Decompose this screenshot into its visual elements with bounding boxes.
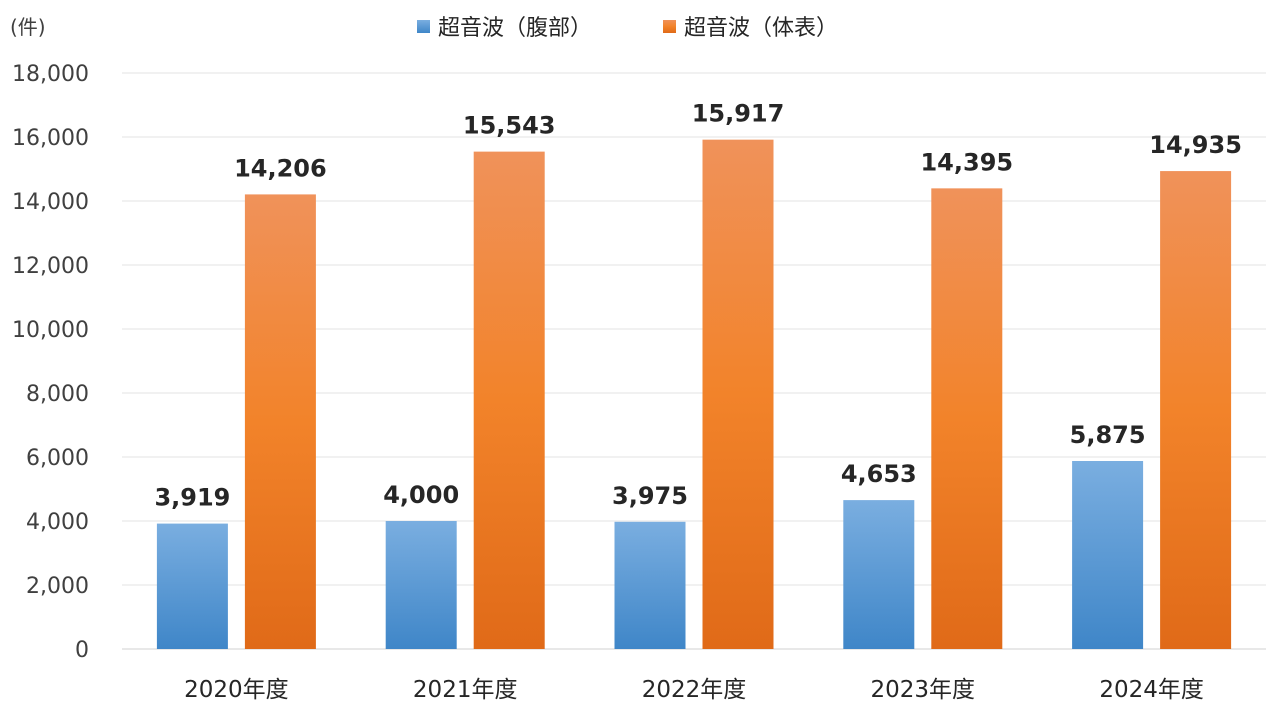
data-label: 15,543 xyxy=(463,112,556,140)
y-tick-label: 18,000 xyxy=(12,62,89,87)
data-label: 3,919 xyxy=(154,484,230,512)
bar-series-1 xyxy=(385,521,457,649)
legend-swatch-series-2 xyxy=(663,20,676,33)
x-category-label: 2021年度 xyxy=(413,677,518,703)
x-category-label: 2020年度 xyxy=(184,677,289,703)
bar-series-2 xyxy=(1160,171,1232,649)
data-label: 3,975 xyxy=(612,482,688,510)
legend: 超音波（腹部） 超音波（体表） xyxy=(417,16,838,41)
legend-label-series-2: 超音波（体表） xyxy=(684,16,838,41)
bar-series-1 xyxy=(843,500,915,649)
bar-series-2 xyxy=(702,139,774,649)
bar-series-2 xyxy=(931,188,1003,650)
y-tick-label: 8,000 xyxy=(26,382,89,407)
y-axis-unit-label: (件) xyxy=(10,15,46,39)
data-label: 14,206 xyxy=(234,154,327,182)
y-tick-label: 12,000 xyxy=(12,254,89,279)
x-category-label: 2024年度 xyxy=(1099,677,1204,703)
y-tick-label: 14,000 xyxy=(12,190,89,215)
y-tick-label: 4,000 xyxy=(26,510,89,535)
y-tick-label: 6,000 xyxy=(26,446,89,471)
bar-series-1 xyxy=(1072,461,1144,649)
y-tick-label: 16,000 xyxy=(12,126,89,151)
data-label: 15,917 xyxy=(692,100,785,128)
data-label: 14,395 xyxy=(920,148,1013,176)
bar-series-1 xyxy=(614,521,686,649)
y-tick-label: 10,000 xyxy=(12,318,89,343)
x-axis-categories: 2020年度 2021年度 2022年度 2023年度 2024年度 xyxy=(184,677,1204,703)
data-label: 14,935 xyxy=(1149,131,1242,159)
y-axis-ticks: 0 2,000 4,000 6,000 8,000 10,000 12,000 14,000 1… xyxy=(12,62,89,663)
bar-series-2 xyxy=(244,194,316,649)
data-labels: 3,919 14,206 4,000 15,543 3,975 15,917 4,653 14… xyxy=(154,100,1241,512)
x-category-label: 2023年度 xyxy=(871,677,976,703)
legend-label-series-1: 超音波（腹部） xyxy=(438,16,592,41)
data-label: 4,653 xyxy=(841,460,917,488)
x-category-label: 2022年度 xyxy=(642,677,747,703)
bar-series-2 xyxy=(473,151,545,649)
legend-swatch-series-1 xyxy=(417,20,430,33)
data-label: 4,000 xyxy=(383,481,459,509)
bars xyxy=(156,139,1232,650)
y-tick-label: 2,000 xyxy=(26,574,89,599)
data-label: 5,875 xyxy=(1070,421,1146,449)
bar-series-1 xyxy=(156,523,228,649)
y-tick-label: 0 xyxy=(75,638,89,663)
